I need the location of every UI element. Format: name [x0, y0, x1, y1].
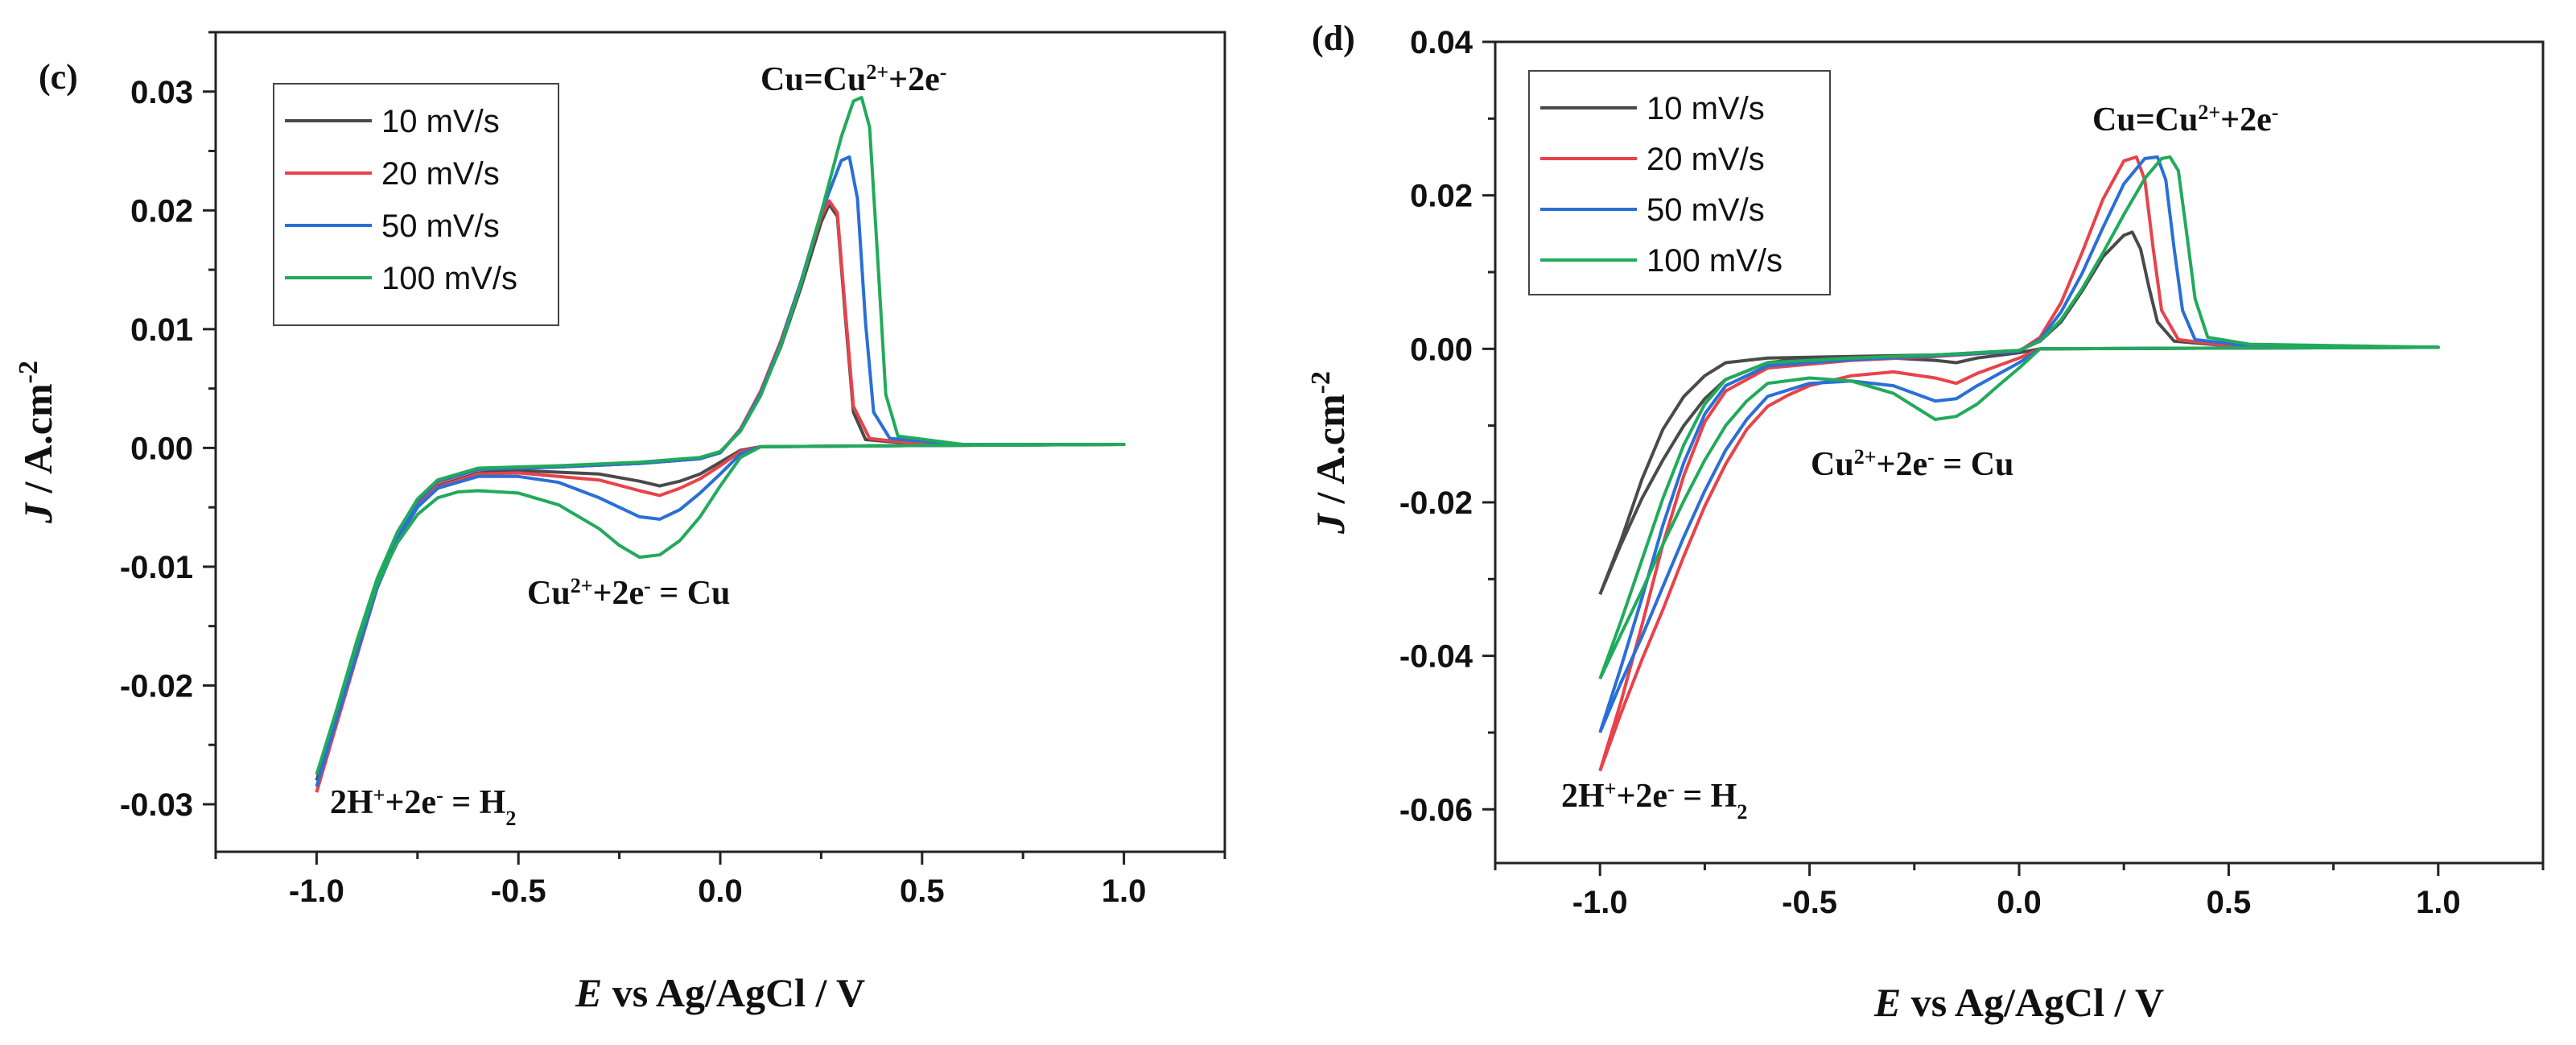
chart-c-x-axis-var: E — [575, 970, 602, 1015]
chart-c-y-tick-label: -0.02 — [120, 668, 193, 704]
chart-c-annotation-red-part-0: Cu — [527, 575, 571, 612]
chart-d-annotation-h2-part-2: +2e — [1617, 778, 1668, 815]
chart-d-x-axis-title: E vs Ag/AgCl / V — [1873, 980, 2164, 1025]
chart-d-y-axis-sup: -2 — [1306, 371, 1336, 394]
chart-c-x-tick-label: 0.5 — [900, 874, 945, 909]
chart-c-annotation-ox-part-3: - — [940, 60, 947, 84]
chart-c-annotation-h2-part-0: 2H — [330, 784, 373, 821]
chart-d-annotation-red-part-3: - — [1927, 445, 1935, 469]
chart-panel-c: -1.0 -0.5 0.0 0.5 1.0 -0.03 -0.02 -0.01 0.00 0.01… — [14, 31, 1226, 1015]
chart-c-annotation-ox-part-2: +2e — [888, 61, 940, 98]
chart-d-series-line — [1598, 155, 2440, 772]
chart-c-y-tick-label: -0.03 — [120, 787, 193, 823]
chart-d-annotation-red: Cu2++2e- = Cu — [1811, 445, 2013, 484]
chart-c-annotation-h2-part-4: = H — [443, 784, 506, 821]
chart-d-annotation-red-part-1: 2+ — [1854, 445, 1877, 469]
chart-d-annotation-red-part-4: = Cu — [1935, 446, 2014, 483]
chart-c-x-tick-label: -0.5 — [491, 874, 546, 909]
chart-c-annotation-red: Cu2++2e- = Cu — [527, 574, 730, 613]
chart-c-y-tick-label: 0.02 — [130, 193, 193, 229]
chart-d-annotation-h2-part-3: - — [1667, 777, 1675, 800]
chart-d-panel-label: (d) — [1312, 19, 1355, 58]
chart-d-annotation-red-part-0: Cu — [1811, 446, 1854, 483]
chart-c-y-axis-var: J — [15, 502, 60, 524]
chart-c-panel-label: (c) — [39, 57, 78, 97]
chart-d-series-line — [1598, 155, 2440, 680]
chart-d-annotation-h2-part-5: 2 — [1737, 800, 1747, 824]
chart-d-annotation-ox-part-3: - — [2272, 101, 2279, 124]
chart-c-annotation-red-part-4: = Cu — [651, 575, 731, 612]
chart-d-y-tick-label: 0.00 — [1410, 332, 1473, 367]
chart-c-x-axis-rest: vs Ag/AgCl / V — [602, 970, 865, 1015]
chart-d-x-axis-rest: vs Ag/AgCl / V — [1901, 980, 2164, 1025]
chart-c-annotation-red-part-1: 2+ — [571, 574, 593, 597]
chart-c-annotation-h2-part-1: + — [373, 783, 385, 807]
chart-c-y-axis-sup: -2 — [14, 361, 43, 383]
chart-d-x-axis-var: E — [1873, 980, 1901, 1025]
chart-c-y-tick-label: 0.03 — [130, 75, 193, 110]
chart-d-x-tick-label: -1.0 — [1572, 885, 1628, 920]
chart-d-legend-label: 100 mV/s — [1647, 243, 1783, 279]
chart-d-annotation-ox: Cu=Cu2++2e- — [2092, 101, 2278, 139]
chart-d-legend-label: 50 mV/s — [1647, 192, 1765, 228]
chart-c-annotation-red-part-3: - — [644, 574, 651, 597]
chart-c-annotation-ox-part-1: 2+ — [866, 60, 888, 84]
chart-c-legend-label: 10 mV/s — [381, 104, 500, 139]
chart-d-annotation-h2-part-1: + — [1605, 777, 1617, 800]
chart-c-annotation-ox: Cu=Cu2++2e- — [760, 60, 946, 99]
chart-d-annotation-red-part-2: +2e — [1877, 446, 1928, 483]
chart-panel-d: -1.0 -0.5 0.0 0.5 1.0 -0.06 -0.04 -0.02 0.00 0.02… — [1288, 0, 2576, 1045]
chart-c-annotation-red-part-2: +2e — [593, 575, 645, 612]
chart-c-annotation-h2-part-5: 2 — [505, 807, 516, 830]
chart-d-x-tick-label: 0.0 — [1997, 885, 2042, 920]
chart-d-y-axis-var: J — [1308, 512, 1353, 535]
chart-d-annotation-ox-part-1: 2+ — [2198, 101, 2220, 124]
chart-d-svg: -1.0 -0.5 0.0 0.5 1.0-0.06-0.04-0.020.000.02… — [1306, 19, 2545, 1025]
chart-c-annotation-h2: 2H++2e- = H2 — [330, 783, 516, 830]
chart-c-x-tick-label: -1.0 — [289, 874, 344, 909]
chart-d-y-tick-label: -0.06 — [1399, 792, 1473, 828]
chart-c-y-axis-rest: / A.cm — [15, 383, 60, 503]
chart-d-series-line — [1598, 155, 2440, 733]
chart-d-y-tick-label: -0.02 — [1399, 485, 1473, 521]
chart-d-annotation-h2: 2H++2e- = H2 — [1561, 777, 1747, 824]
chart-d-y-tick-label: -0.04 — [1399, 639, 1473, 675]
chart-c-y-axis-title: J / A.cm-2 — [14, 361, 61, 524]
chart-c-svg: -1.0 -0.5 0.0 0.5 1.0-0.03-0.02-0.010.000.01… — [14, 31, 1226, 1015]
chart-c-legend-box — [273, 83, 559, 326]
chart-d-legend-label: 10 mV/s — [1647, 91, 1765, 126]
chart-c-series-line — [315, 96, 1126, 775]
chart-d-annotation-ox-part-0: Cu=Cu — [2092, 101, 2198, 138]
chart-c-annotation-ox-part-0: Cu=Cu — [760, 61, 866, 98]
chart-c-x-tick-label: 0.0 — [698, 874, 743, 909]
chart-c-y-tick-label: 0.01 — [130, 312, 193, 348]
chart-d-annotation-h2-part-4: = H — [1675, 778, 1737, 815]
chart-d-y-tick-label: 0.04 — [1410, 25, 1473, 60]
chart-c-x-tick-label: 1.0 — [1102, 874, 1147, 909]
chart-c-annotation-h2-part-2: +2e — [385, 784, 437, 821]
chart-d-x-tick-label: 0.5 — [2207, 885, 2252, 920]
chart-d-legend-label: 20 mV/s — [1647, 142, 1765, 177]
chart-c-legend-label: 100 mV/s — [381, 261, 517, 296]
chart-d-annotation-ox-part-2: +2e — [2220, 101, 2272, 138]
chart-d-y-axis-title: J / A.cm-2 — [1306, 371, 1354, 535]
chart-c-annotation-h2-part-3: - — [436, 783, 443, 807]
chart-c-y-tick-label: -0.01 — [120, 550, 193, 585]
chart-d-y-tick-label: 0.02 — [1410, 179, 1473, 214]
chart-d-x-tick-label: 1.0 — [2416, 885, 2461, 920]
chart-c-y-tick-label: 0.00 — [130, 431, 193, 466]
chart-d-x-tick-label: -0.5 — [1782, 885, 1837, 920]
chart-c-legend-label: 20 mV/s — [381, 156, 500, 192]
chart-c-x-axis-title: E vs Ag/AgCl / V — [575, 970, 865, 1015]
chart-d-y-axis-rest: / A.cm — [1308, 394, 1353, 514]
chart-c-legend-label: 50 mV/s — [381, 209, 500, 244]
chart-d-annotation-h2-part-0: 2H — [1561, 778, 1605, 815]
